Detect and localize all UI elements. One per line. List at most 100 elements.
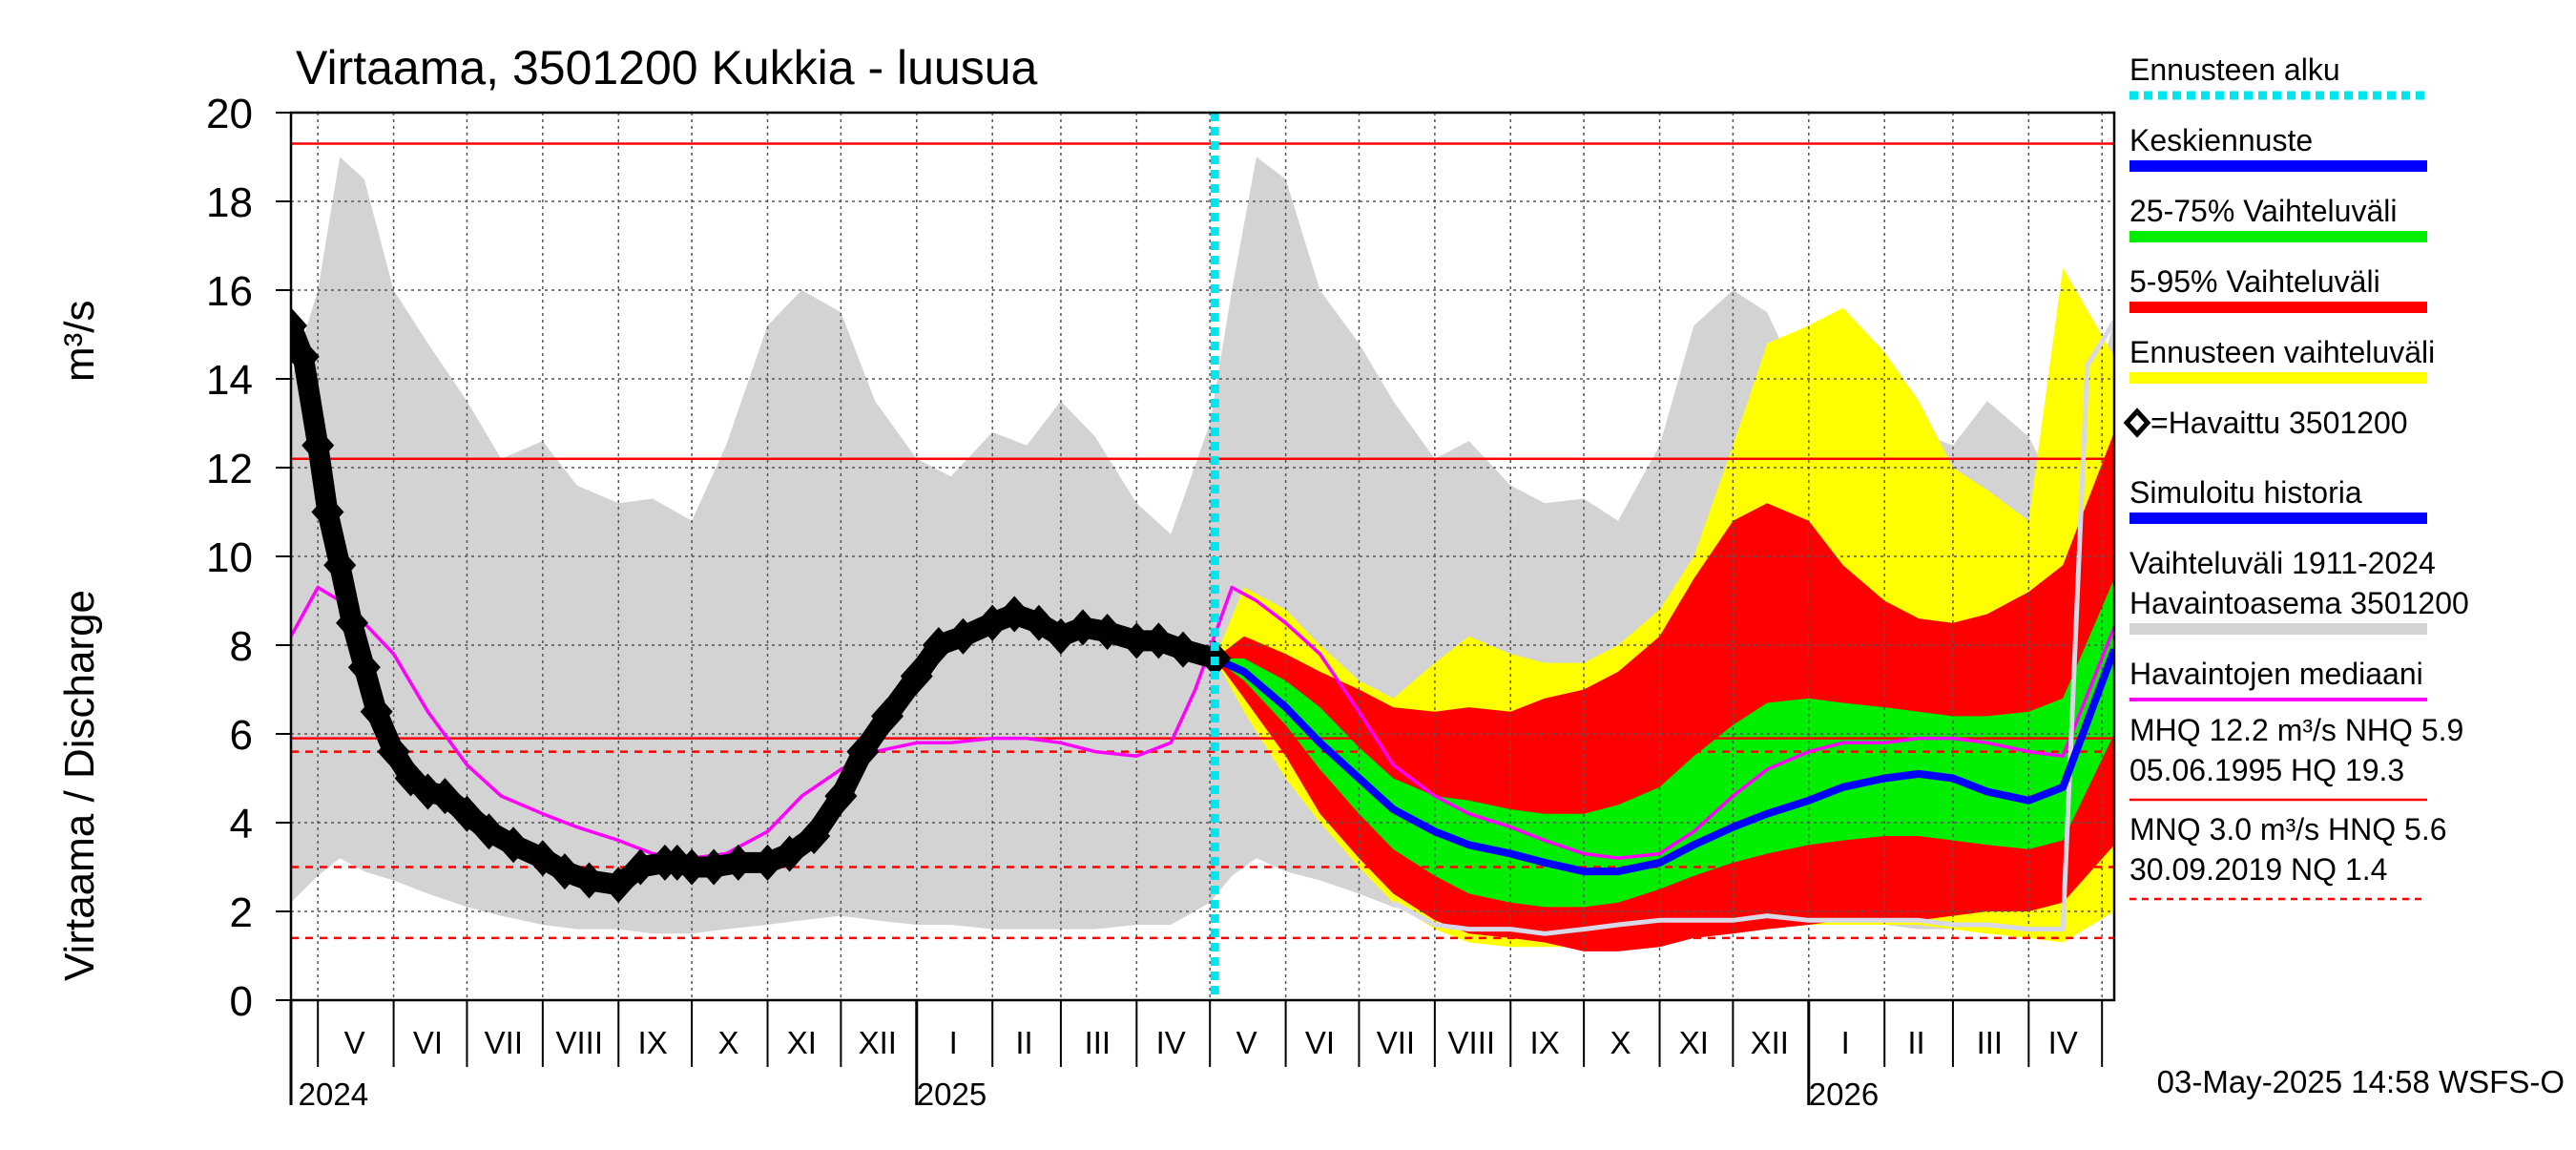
y-axis-unit: m³/s: [56, 300, 103, 382]
observed-point: [900, 658, 933, 695]
observed-point: [1142, 622, 1175, 659]
series-simuloitu-historia: [1392, 320, 2114, 936]
y-tick-label: 18: [206, 179, 253, 226]
month-label: XI: [1679, 1025, 1709, 1060]
month-label: X: [718, 1025, 739, 1060]
legend-swatch-25-75-vaihteluv-li: [2129, 231, 2427, 242]
legend-swatch-ennusteen-vaihteluv-li: [2129, 372, 2427, 384]
month-label: VI: [413, 1025, 443, 1060]
y-tick-label: 14: [206, 357, 253, 404]
chart-title: Virtaama, 3501200 Kukkia - luusua: [296, 41, 1038, 94]
observed-point: [428, 778, 462, 815]
observed-point: [336, 604, 369, 641]
month-label: III: [1977, 1025, 2004, 1060]
y-tick-label: 4: [230, 801, 253, 847]
observed-point: [721, 844, 755, 881]
month-label: XII: [859, 1025, 897, 1060]
stats-line1-0: MHQ 12.2 m³/s NHQ 5.9: [2129, 713, 2463, 747]
observed-point: [1022, 604, 1055, 641]
legend-swatch-keskiennuste: [2129, 160, 2427, 172]
y-tick-label: 0: [230, 978, 253, 1025]
observed-point: [697, 848, 731, 886]
observed-point: [675, 848, 709, 886]
observed-point: [824, 778, 858, 815]
month-label: V: [344, 1025, 365, 1060]
band-25-75-vaihteluv-li: [1215, 578, 2114, 908]
observed-point: [1091, 614, 1124, 651]
month-label: II: [1015, 1025, 1032, 1060]
y-tick-label: 6: [230, 712, 253, 759]
stats-line2-1: 30.09.2019 NQ 1.4: [2129, 852, 2387, 887]
year-label: 2026: [1809, 1077, 1879, 1112]
legend-swatch-simuloitu-historia: [2129, 512, 2427, 524]
month-label: VI: [1305, 1025, 1335, 1060]
observed-point: [360, 693, 393, 730]
month-label: II: [1907, 1025, 1924, 1060]
y-tick-label: 8: [230, 623, 253, 670]
y-axis-label: Virtaama / Discharge: [56, 590, 103, 981]
stats-line2-0: 05.06.1995 HQ 19.3: [2129, 753, 2404, 787]
legend-label-ennusteen-alku: Ennusteen alku: [2129, 52, 2340, 87]
month-label: VIII: [556, 1025, 604, 1060]
observed-point: [526, 840, 559, 877]
month-label: I: [949, 1025, 958, 1060]
month-label: VIII: [1448, 1025, 1496, 1060]
observed-point: [946, 617, 980, 655]
month-label: XII: [1751, 1025, 1789, 1060]
month-label: V: [1236, 1025, 1257, 1060]
legend-swatch-vaihteluv-li-1911-2024: [2129, 623, 2427, 635]
stats-line1-1: MNQ 3.0 m³/s HNQ 5.6: [2129, 812, 2447, 847]
y-tick-label: 12: [206, 446, 253, 492]
legend-label-5-95-vaihteluv-li: 5-95% Vaihteluväli: [2129, 264, 2380, 299]
observed-point: [450, 795, 484, 832]
year-label: 2024: [299, 1077, 368, 1112]
observed-point: [1066, 609, 1099, 646]
month-label: X: [1610, 1025, 1631, 1060]
y-tick-label: 10: [206, 534, 253, 581]
month-label: VII: [1377, 1025, 1415, 1060]
observed-point: [472, 813, 506, 850]
observed-point: [548, 853, 581, 890]
legend-swatch-5-95-vaihteluv-li: [2129, 302, 2427, 313]
observed-point: [602, 867, 635, 904]
year-label: 2025: [917, 1077, 987, 1112]
observed-point: [871, 698, 904, 735]
month-label: IV: [1156, 1025, 1186, 1060]
month-label: III: [1085, 1025, 1111, 1060]
legend-label-ennusteen-vaihteluv-li: Ennusteen vaihteluväli: [2129, 335, 2435, 369]
observed-point: [347, 649, 381, 686]
observed-point: [998, 596, 1031, 633]
y-tick-label: 2: [230, 889, 253, 936]
month-label: IV: [2048, 1025, 2078, 1060]
observed-point: [497, 826, 530, 864]
legend-label-station: Havaintoasema 3501200: [2129, 586, 2469, 620]
observed-point: [798, 817, 831, 854]
month-label: VII: [485, 1025, 523, 1060]
observed-point: [291, 338, 320, 375]
month-label: IX: [1530, 1025, 1560, 1060]
observed-point: [846, 733, 880, 770]
observed-point: [291, 307, 307, 345]
observed-point: [922, 627, 955, 663]
footer-timestamp: 03-May-2025 14:58 WSFS-O: [2157, 1064, 2565, 1099]
observed-point: [572, 862, 606, 899]
month-label: XI: [787, 1025, 817, 1060]
y-tick-label: 20: [206, 91, 253, 137]
observed-point: [1167, 631, 1200, 668]
observed-point: [311, 493, 344, 531]
observed-point: [301, 427, 335, 464]
observed-point: [323, 547, 357, 584]
observed-point: [377, 733, 410, 770]
legend-label-keskiennuste: Keskiennuste: [2129, 123, 2313, 157]
legend-label-25-75-vaihteluv-li: 25-75% Vaihteluväli: [2129, 194, 2397, 228]
legend-marker-observed: [2123, 408, 2151, 438]
month-label: IX: [638, 1025, 668, 1060]
legend-label-simuloitu-historia: Simuloitu historia: [2129, 475, 2362, 510]
legend-label-havaintojen-mediaani: Havaintojen mediaani: [2129, 657, 2423, 691]
series-havaintojen-mediaani: [291, 585, 2114, 860]
legend-label-vaihteluv-li-1911-2024: Vaihteluväli 1911-2024: [2129, 546, 2436, 580]
y-tick-label: 16: [206, 268, 253, 315]
legend-label-havaittu-3501200: =Havaittu 3501200: [2150, 406, 2408, 440]
